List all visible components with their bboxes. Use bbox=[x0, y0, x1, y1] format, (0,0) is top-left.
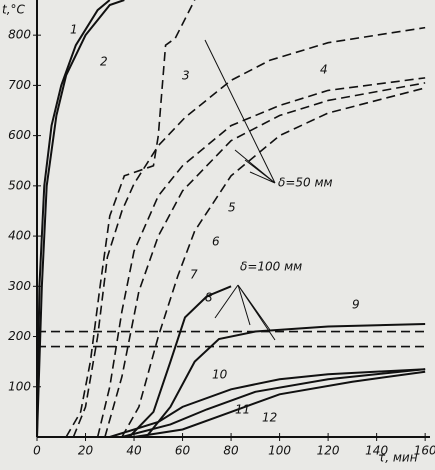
series-label: 4 bbox=[320, 63, 328, 77]
y-tick-label: 800 bbox=[8, 28, 31, 42]
series-label: 12 bbox=[262, 411, 277, 425]
line bbox=[36, 0, 111, 438]
x-tick-label: 120 bbox=[317, 444, 340, 458]
x-tick-label: 40 bbox=[126, 444, 142, 458]
line bbox=[72, 26, 426, 438]
line bbox=[121, 87, 426, 438]
line bbox=[121, 368, 426, 438]
y-tick-label: 600 bbox=[8, 128, 31, 142]
annotation: δ=50 мм bbox=[278, 176, 333, 190]
line bbox=[96, 77, 426, 438]
y-tick-label: 300 bbox=[8, 279, 31, 293]
series-label: 5 bbox=[228, 201, 236, 215]
y-tick-label: 100 bbox=[8, 379, 31, 393]
x-tick-label: 160 bbox=[414, 444, 435, 458]
leaders bbox=[204, 39, 276, 341]
line bbox=[65, 0, 196, 438]
series-label: 8 bbox=[205, 291, 213, 305]
line bbox=[104, 82, 426, 438]
y-tick-label: 200 bbox=[8, 329, 31, 343]
line bbox=[133, 370, 426, 438]
x-tick-label: 140 bbox=[365, 444, 388, 458]
x-tick-label: 100 bbox=[268, 444, 291, 458]
y-axis-label: t,°C bbox=[2, 3, 26, 17]
line bbox=[109, 368, 426, 438]
series-label: 1 bbox=[70, 23, 78, 37]
line bbox=[128, 285, 232, 438]
x-tick-label: 0 bbox=[33, 444, 41, 458]
line bbox=[36, 0, 125, 438]
annotation: δ=100 мм bbox=[240, 260, 302, 274]
x-tick-label: 60 bbox=[175, 444, 191, 458]
x-axis-label: τ, мин bbox=[378, 451, 418, 465]
x-tick-label: 80 bbox=[223, 444, 239, 458]
series-label: 9 bbox=[352, 298, 360, 312]
series-label: 7 bbox=[190, 268, 198, 282]
series-label: 10 bbox=[212, 368, 228, 382]
y-tick-label: 700 bbox=[8, 78, 31, 92]
series-label: 6 bbox=[212, 235, 220, 249]
y-tick-label: 500 bbox=[8, 178, 31, 192]
line bbox=[145, 322, 426, 438]
x-tick-label: 20 bbox=[78, 444, 94, 458]
series-label: 2 bbox=[100, 55, 108, 69]
series-label: 3 bbox=[182, 69, 190, 83]
y-tick-label: 400 bbox=[8, 229, 31, 243]
